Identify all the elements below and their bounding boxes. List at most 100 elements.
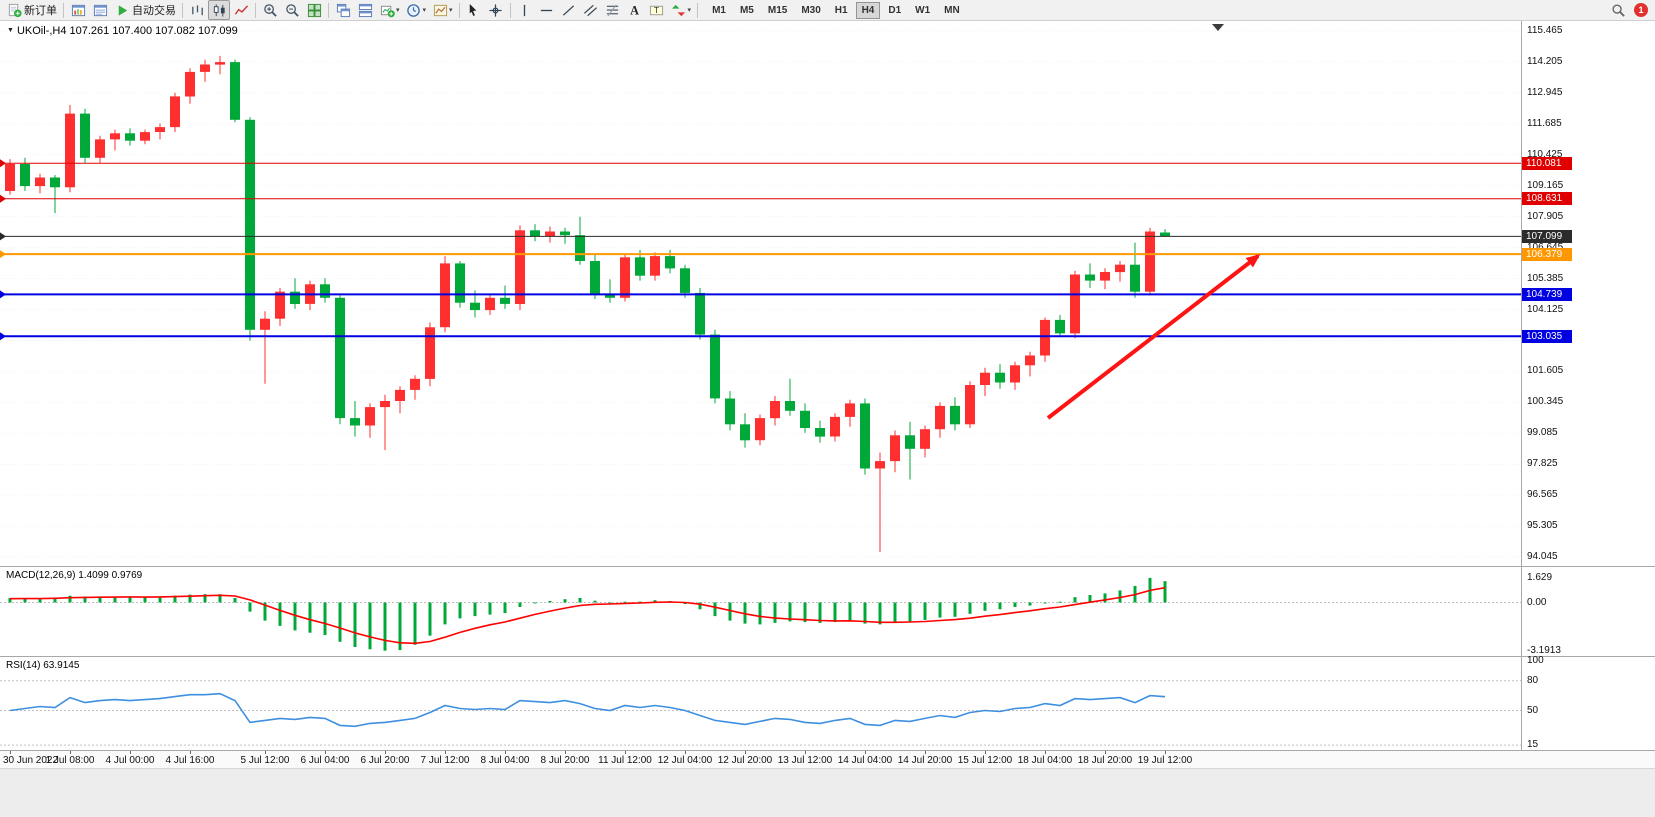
text-label-button[interactable]: T [646,0,668,20]
timeframe-mn-button[interactable]: MN [944,4,960,16]
rsi-plot[interactable] [0,657,1521,750]
candle-body [560,231,570,236]
bar-chart-button[interactable] [186,0,208,20]
candle-body [125,133,135,141]
rsi-line [9,692,1166,728]
trend-arrow[interactable] [1046,254,1261,420]
notification-badge[interactable]: 1 [1634,3,1648,17]
play-icon [114,2,130,18]
time-axis-label: 5 Jul 12:00 [240,755,290,766]
terminal-button[interactable] [89,0,111,20]
search-button[interactable] [1607,0,1629,20]
cursor-button[interactable] [463,0,485,20]
candle-body [425,327,435,379]
crosshair-button[interactable] [485,0,507,20]
template-icon [432,2,448,18]
candle-body [395,389,405,401]
time-axis-label: 12 Jul 20:00 [717,755,773,766]
time-axis-label: 4 Jul 16:00 [165,755,215,766]
timeframe-m5-button[interactable]: M5 [739,4,754,16]
timeframe-m1-button[interactable]: M1 [712,4,726,16]
charts-button[interactable] [67,0,89,20]
terminal-icon [92,2,108,18]
templates-button[interactable]: ▾ [429,0,456,20]
price-axis-label: 106.645 [1527,241,1564,253]
channel-icon [583,2,599,18]
candle-body [1025,355,1035,366]
price-badge-103.035: 103.035 [1522,329,1572,343]
macd-plot[interactable] [0,567,1521,656]
timeframe-w1-button[interactable]: W1 [915,4,931,16]
cascade-windows-icon [335,2,351,18]
time-axis-tick [1105,751,1106,754]
level-line-left-marker [0,159,6,168]
periods-button[interactable]: ▾ [403,0,430,20]
candle-body [605,294,615,298]
cascade-windows-button[interactable] [332,0,354,20]
timeframe-h1-button[interactable]: H1 [834,4,848,16]
trendline-button[interactable] [558,0,580,20]
candlestick-chart-button[interactable] [208,0,230,20]
time-axis-tick [865,751,866,754]
fibonacci-button[interactable] [602,0,624,20]
vertical-line-button[interactable] [514,0,536,20]
candle-body [335,297,345,419]
horizontal-line-button[interactable] [536,0,558,20]
price-axis-label: 114.205 [1527,55,1563,67]
arrange-windows-button[interactable] [354,0,376,20]
tile-windows-button[interactable] [303,0,325,20]
candle-body [755,418,765,441]
chart-shift-marker[interactable] [1212,24,1224,31]
new-order-button-label: 新订单 [24,5,57,17]
panel-separator[interactable] [0,566,1655,567]
price-axis-label: 101.605 [1527,365,1564,377]
time-axis-label: 8 Jul 20:00 [540,755,590,766]
zoom-in-button[interactable] [259,0,281,20]
candle-body [455,263,465,303]
main-chart-plot[interactable] [0,21,1521,566]
candle-body [320,284,330,298]
text-button[interactable]: A [624,0,646,20]
candle-body [485,297,495,311]
candle-body [1085,274,1095,281]
toolbar-separator [328,2,329,18]
arrows-button[interactable]: ▾ [668,0,695,20]
timeframe-m30-button[interactable]: M30 [801,4,821,16]
new-chart-button[interactable]: ▾ [376,0,403,20]
price-axis-label: 104.125 [1527,303,1564,315]
line-chart-icon [233,2,249,18]
panel-separator[interactable] [0,656,1655,657]
timeframe-h4-button[interactable]: H4 [855,1,881,19]
channel-button[interactable] [580,0,602,20]
macd-signal-line [9,586,1166,645]
level-line-left-marker [0,250,6,259]
price-axis-label: 94.045 [1527,551,1558,562]
time-axis-label: 1 Jul 08:00 [45,755,95,766]
arrange-windows-icon [357,2,373,18]
new-order-button[interactable]: 新订单 [3,0,60,20]
candle-body [710,334,720,399]
time-axis-label: 12 Jul 04:00 [657,755,713,766]
autotrading-button[interactable]: 自动交易 [111,0,179,20]
timeframe-m15-button[interactable]: M15 [767,4,788,16]
candle-body [140,132,150,141]
time-axis-label: 14 Jul 04:00 [837,755,893,766]
timeframe-d1-button[interactable]: D1 [888,4,902,16]
time-axis-label: 6 Jul 20:00 [360,755,410,766]
time-axis-label: 13 Jul 12:00 [777,755,833,766]
ohlc-expand-icon[interactable]: ▼ [7,27,14,34]
price-axis-label: 112.945 [1527,86,1563,98]
candle-body [35,177,45,187]
time-axis[interactable]: 30 Jun 2022 1 Jul 08:00 4 Jul 00:00 4 Jul 1… [0,751,1655,768]
zoom-out-button[interactable] [281,0,303,20]
price-axis-border [1521,21,1522,751]
price-axis-label: 111.685 [1527,117,1562,129]
level-line-left-marker [0,232,6,241]
candle-body [950,405,960,425]
macd-axis-label: 0.00 [1527,596,1547,608]
line-chart-button[interactable] [230,0,252,20]
fibonacci-icon [605,2,621,18]
price-badge-107.099: 107.099 [1522,229,1572,243]
time-axis-label: 4 Jul 00:00 [105,755,155,766]
time-axis-label: 30 Jun 2022 [3,755,59,766]
